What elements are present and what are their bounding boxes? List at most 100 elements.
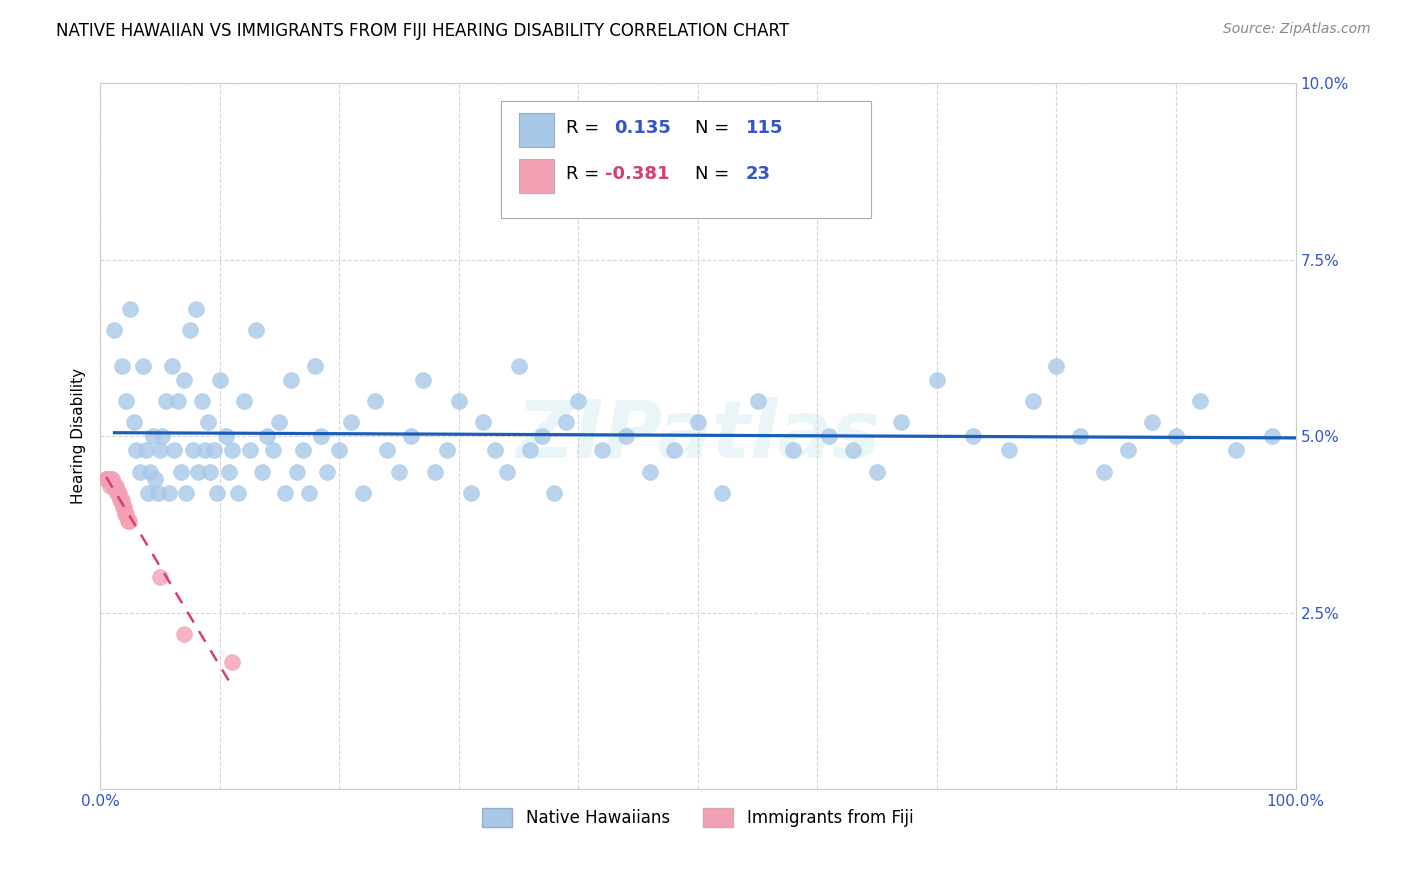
Point (311, 429, 333, 443)
Point (187, 465, 209, 479)
Bar (519, 113, 554, 147)
Point (103, 479, 125, 493)
Point (1140, 415, 1163, 429)
Point (122, 415, 145, 429)
Point (555, 415, 578, 429)
Point (686, 415, 709, 429)
Point (166, 394, 188, 409)
Point (170, 465, 193, 479)
Point (97, 472, 120, 486)
Point (174, 485, 197, 500)
Point (128, 465, 150, 479)
Point (1092, 465, 1115, 479)
Point (111, 492, 134, 507)
Point (103, 323, 125, 337)
Point (118, 514, 141, 528)
Point (866, 465, 889, 479)
Point (1164, 429, 1187, 443)
Point (1021, 394, 1043, 409)
Point (519, 443, 541, 458)
Point (399, 429, 422, 443)
Point (591, 443, 613, 458)
Point (96, 472, 118, 486)
Point (112, 500, 135, 514)
Point (183, 443, 205, 458)
Point (118, 302, 141, 317)
Point (1116, 443, 1139, 458)
Point (143, 472, 166, 486)
Point (155, 394, 177, 409)
Point (997, 443, 1019, 458)
Point (292, 443, 315, 458)
Point (139, 465, 162, 479)
Point (197, 415, 219, 429)
Point (218, 465, 240, 479)
Point (94, 472, 117, 486)
Point (179, 323, 201, 337)
Point (101, 472, 124, 486)
Point (460, 485, 482, 500)
Point (1260, 429, 1282, 443)
Point (100, 472, 122, 486)
Text: -0.381: -0.381 (605, 165, 669, 183)
Point (115, 507, 138, 521)
Point (304, 359, 326, 373)
Point (111, 359, 134, 373)
Point (280, 373, 302, 387)
Point (471, 415, 494, 429)
FancyBboxPatch shape (501, 101, 872, 218)
Y-axis label: Hearing Disability: Hearing Disability (72, 368, 86, 504)
Text: 115: 115 (745, 119, 783, 136)
Point (149, 443, 172, 458)
Point (194, 443, 217, 458)
Point (614, 429, 637, 443)
Point (132, 359, 155, 373)
Text: ZIPatlas: ZIPatlas (516, 397, 880, 475)
Point (104, 479, 127, 493)
Point (190, 394, 212, 409)
Point (256, 429, 278, 443)
Point (638, 465, 661, 479)
Point (436, 443, 458, 458)
Point (146, 485, 169, 500)
Point (508, 359, 530, 373)
Text: 23: 23 (745, 165, 770, 183)
Point (364, 394, 387, 409)
Point (115, 394, 138, 409)
Point (238, 443, 260, 458)
Point (1188, 394, 1211, 409)
Point (263, 443, 285, 458)
Point (173, 627, 195, 641)
Point (316, 465, 339, 479)
Point (412, 373, 434, 387)
Point (495, 465, 517, 479)
Point (125, 443, 148, 458)
Point (149, 570, 172, 584)
Point (543, 485, 565, 500)
Point (842, 443, 865, 458)
Point (207, 485, 229, 500)
Point (105, 485, 128, 500)
Point (818, 429, 841, 443)
Point (159, 485, 181, 500)
Point (531, 429, 554, 443)
Point (747, 394, 769, 409)
Point (202, 443, 225, 458)
Point (1225, 443, 1247, 458)
Point (250, 465, 273, 479)
Point (782, 443, 804, 458)
Point (226, 485, 249, 500)
Point (111, 500, 134, 514)
Point (160, 359, 183, 373)
Point (221, 655, 243, 669)
Point (962, 429, 984, 443)
Text: N =: N = (696, 119, 730, 136)
Point (352, 485, 374, 500)
Point (110, 492, 132, 507)
Text: NATIVE HAWAIIAN VS IMMIGRANTS FROM FIJI HEARING DISABILITY CORRELATION CHART: NATIVE HAWAIIAN VS IMMIGRANTS FROM FIJI … (56, 22, 789, 40)
Bar (519, 159, 554, 193)
Point (388, 465, 411, 479)
Text: R =: R = (567, 119, 599, 136)
Point (890, 415, 912, 429)
Point (1069, 429, 1091, 443)
